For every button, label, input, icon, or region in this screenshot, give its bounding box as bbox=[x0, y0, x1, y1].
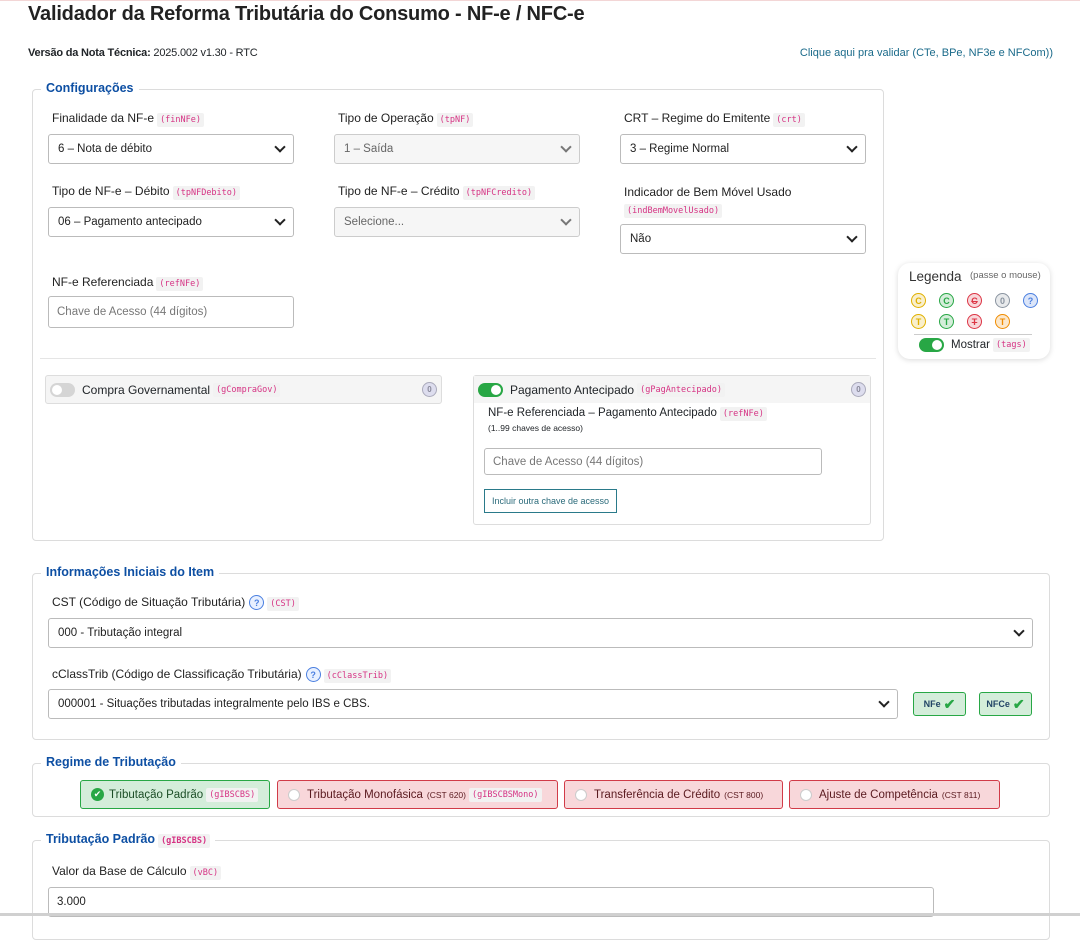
regime-option-monofasica[interactable]: Tributação Monofásica (CST 620) (gIBSCBSMo… bbox=[277, 780, 558, 809]
config-legend: Configurações bbox=[41, 81, 139, 95]
refnfe-input[interactable]: Chave de Acesso (44 dígitos) bbox=[48, 296, 294, 328]
pag-ref-label: NF-e Referenciada – Pagamento Antecipado… bbox=[488, 407, 767, 421]
show-tags-label: Mostrar bbox=[951, 339, 990, 351]
chevron-down-icon bbox=[274, 141, 286, 153]
cst-select[interactable]: 000 - Tributação integral bbox=[48, 618, 1033, 648]
show-tags-tag: (tags) bbox=[992, 338, 1030, 352]
radio-icon bbox=[288, 788, 300, 801]
check-icon: ✔ bbox=[1012, 695, 1025, 712]
tpnfdebito-label: Tipo de NF-e – Débito (tpNFDebito) bbox=[52, 184, 241, 200]
regime-option-padrao[interactable]: ✔ Tributação Padrão (gIBSCBS) bbox=[80, 780, 270, 809]
chevron-down-icon bbox=[560, 214, 572, 226]
chevron-down-icon bbox=[878, 696, 890, 708]
t-green-icon: T bbox=[939, 314, 954, 329]
config-fieldset: Configurações bbox=[32, 81, 884, 541]
radio-icon bbox=[575, 788, 587, 801]
t-orange-icon: T bbox=[995, 314, 1010, 329]
item-legend: Informações Iniciais do Item bbox=[41, 565, 220, 579]
legend-hint: (passe o mouse) bbox=[970, 270, 1041, 281]
chevron-down-icon bbox=[1013, 625, 1025, 637]
regime-option-transferencia[interactable]: Transferência de Crédito (CST 800) bbox=[564, 780, 783, 809]
c-green-icon: C bbox=[939, 293, 954, 308]
check-icon: ✔ bbox=[943, 695, 956, 712]
vbc-label: Valor da Base de Cálculo (vBC) bbox=[52, 864, 222, 880]
pag-antecipado-toggle[interactable] bbox=[478, 382, 503, 397]
t-yellow-icon: T bbox=[911, 314, 926, 329]
legend-panel: Legenda (passe o mouse) C C C 0? T T T T Mostra… bbox=[898, 263, 1050, 359]
add-key-button[interactable]: Incluir outra chave de acesso bbox=[484, 489, 618, 513]
compra-gov-toggle[interactable] bbox=[50, 382, 75, 397]
pag-antecipado-header: Pagamento Antecipado (gPagAntecipado) 0 bbox=[474, 376, 870, 403]
finnfe-label: Finalidade da NF-e (finNFe) bbox=[52, 111, 205, 127]
cst-label: CST (Código de Situação Tributária)? (CST… bbox=[52, 595, 299, 611]
chevron-down-icon bbox=[846, 231, 858, 243]
regime-fieldset: Regime de Tributação bbox=[32, 755, 1050, 817]
help-icon[interactable]: ? bbox=[305, 667, 321, 683]
c-yellow-icon: C bbox=[911, 293, 926, 308]
crt-label: CRT – Regime do Emitente (crt) bbox=[624, 111, 805, 127]
question-blue-icon: ? bbox=[1023, 293, 1038, 308]
tpnfcredito-select[interactable]: Selecione... bbox=[334, 207, 580, 237]
chevron-down-icon bbox=[846, 141, 858, 153]
chevron-down-icon bbox=[274, 214, 286, 226]
pag-antecipado-panel: Pagamento Antecipado (gPagAntecipado) 0 N… bbox=[473, 375, 871, 525]
zero-grey-icon: 0 bbox=[995, 293, 1010, 308]
show-tags-toggle[interactable] bbox=[919, 338, 944, 352]
regime-option-ajuste[interactable]: Ajuste de Competência (CST 811) bbox=[789, 780, 1000, 809]
pag-ref-hint: (1..99 chaves de acesso) bbox=[488, 423, 583, 433]
version-value: 2025.002 v1.30 - RTC bbox=[153, 47, 258, 59]
validate-other-docs-link[interactable]: Clique aqui pra validar (CTe, BPe, NF3e … bbox=[799, 47, 1053, 59]
tpnf-select[interactable]: 1 – Saída bbox=[334, 134, 580, 164]
c-red-struck-icon: C bbox=[967, 293, 982, 308]
finnfe-select[interactable]: 6 – Nota de débito bbox=[48, 134, 294, 164]
radio-icon bbox=[800, 788, 812, 801]
cclasstrib-select[interactable]: 000001 - Situações tributadas integralme… bbox=[48, 689, 898, 719]
tpnfcredito-label: Tipo de NF-e – Crédito (tpNFCredito) bbox=[338, 184, 536, 200]
pag-ref-input[interactable]: Chave de Acesso (44 dígitos) bbox=[484, 448, 822, 475]
help-icon[interactable]: ? bbox=[249, 595, 265, 611]
divider bbox=[40, 358, 876, 359]
compra-gov-tag: (gCompraGov) bbox=[213, 382, 281, 397]
crt-select[interactable]: 3 – Regime Normal bbox=[620, 134, 866, 164]
padrao-legend: Tributação Padrão (gIBSCBS) bbox=[41, 832, 216, 848]
indbem-select[interactable]: Não bbox=[620, 224, 866, 254]
t-red-struck-icon: T bbox=[967, 314, 982, 329]
refnfe-label: NF-e Referenciada (refNFe) bbox=[52, 275, 204, 291]
zero-count-icon: 0 bbox=[851, 382, 866, 397]
regime-legend: Regime de Tributação bbox=[41, 755, 181, 769]
legend-divider bbox=[914, 334, 1032, 335]
cclasstrib-label: cClassTrib (Código de Classificação Trib… bbox=[52, 667, 392, 683]
zero-count-icon: 0 bbox=[422, 382, 437, 397]
legend-title: Legenda bbox=[909, 269, 962, 284]
nfe-valid-badge: NFe ✔ bbox=[913, 692, 966, 716]
item-fieldset: Informações Iniciais do Item bbox=[32, 565, 1050, 740]
pag-antecipado-label: Pagamento Antecipado bbox=[510, 382, 635, 397]
version-info: Versão da Nota Técnica: 2025.002 v1.30 -… bbox=[28, 47, 258, 59]
indbem-label: Indicador de Bem Móvel Usado (indBemMovel… bbox=[624, 185, 792, 218]
nfce-valid-badge: NFCe ✔ bbox=[979, 692, 1032, 716]
tpnf-label: Tipo de Operação (tpNF) bbox=[338, 111, 474, 127]
version-label: Versão da Nota Técnica: bbox=[28, 47, 151, 59]
page-title: Validador da Reforma Tributária do Consu… bbox=[28, 3, 585, 25]
chevron-down-icon bbox=[560, 141, 572, 153]
pag-antecipado-tag: (gPagAntecipado) bbox=[637, 382, 725, 397]
tpnfdebito-select[interactable]: 06 – Pagamento antecipado bbox=[48, 207, 294, 237]
compra-gov-panel: Compra Governamental (gCompraGov) 0 bbox=[45, 375, 442, 404]
check-circle-icon: ✔ bbox=[91, 788, 104, 801]
compra-gov-label: Compra Governamental bbox=[82, 382, 211, 397]
